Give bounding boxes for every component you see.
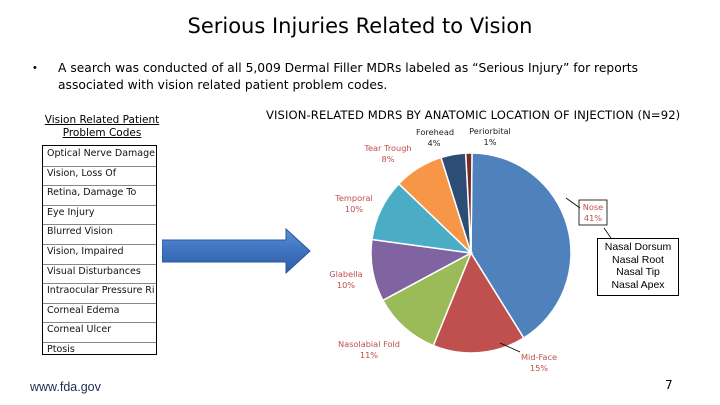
problem-code-item: Vision, Impaired <box>47 246 124 257</box>
leader-line <box>499 342 521 353</box>
problem-code-item: Retina, Damage To <box>47 187 137 199</box>
slice-label-name: Glabella <box>329 269 362 279</box>
callout-line: Nasal Root <box>612 253 664 266</box>
callout-line: Nasal Apex <box>611 278 665 291</box>
footer-url[interactable]: www.fda.gov <box>30 380 101 394</box>
problem-code-separator <box>43 263 156 265</box>
slice-label-value: 1% <box>484 137 497 147</box>
problem-code-separator <box>43 185 156 187</box>
pie-slice-nasolabial-fold <box>381 251 473 347</box>
slice-label-value: 15% <box>530 363 548 373</box>
problem-code-separator <box>43 302 156 304</box>
slice-label-value: 4% <box>428 138 441 148</box>
leader-line <box>565 197 581 209</box>
slice-label-name: Nose <box>583 202 603 212</box>
slice-label-value: 11% <box>360 350 378 360</box>
slice-label-name: Temporal <box>334 193 373 203</box>
pie-slice-mid-face <box>432 251 525 354</box>
slice-label-name: Mid-Face <box>521 352 557 362</box>
slice-label-name: Periorbital <box>469 126 511 136</box>
problem-code-item: Intraocular Pressure Rise <box>47 285 155 297</box>
pie-slice-nose <box>470 152 572 339</box>
bullet-text: A search was conducted of all 5,009 Derm… <box>58 61 639 92</box>
slice-label-value: 10% <box>337 280 355 290</box>
problem-codes-title: Vision Related Patient Problem Codes <box>44 114 160 139</box>
pie-slice-periorbital <box>464 152 473 254</box>
problem-code-separator <box>43 322 156 324</box>
slice-label-name: Forehead <box>416 127 454 137</box>
chart-title: VISION-RELATED MDRS BY ANATOMIC LOCATION… <box>266 108 681 122</box>
problem-codes-list: Optical Nerve Damage Vision, Loss Of Retin… <box>42 145 157 355</box>
nose-callout-box: Nasal Dorsum Nasal Root Nasal Tip Nasal Ape… <box>597 238 679 296</box>
slice-label-value: 41% <box>584 213 602 223</box>
problem-code-separator <box>43 342 156 343</box>
problem-code-item: Optical Nerve Damage <box>47 148 155 159</box>
problem-code-item: Corneal Ulcer <box>47 324 112 336</box>
problem-code-item: Blurred Vision <box>47 226 113 238</box>
leader-line <box>603 227 612 239</box>
slide-title: Serious Injuries Related to Vision <box>187 14 533 38</box>
problem-code-separator <box>43 283 156 285</box>
page-number: 7 <box>665 378 673 392</box>
problem-code-separator <box>43 165 156 167</box>
right-arrow-icon <box>162 228 311 274</box>
slice-label-value: 10% <box>345 204 363 214</box>
problem-code-separator <box>43 224 156 226</box>
problem-code-separator <box>43 204 156 206</box>
callout-line: Nasal Dorsum <box>604 241 672 253</box>
problem-code-item: Eye Injury <box>47 206 95 218</box>
problem-code-item: Vision, Loss Of <box>47 167 117 179</box>
callout-line: Nasal Tip <box>616 266 660 278</box>
problem-code-separator <box>43 244 156 245</box>
slice-label-name: Tear Trough <box>363 143 411 153</box>
slice-label-value: 8% <box>382 154 395 164</box>
problem-code-item: Visual Disturbances <box>47 265 141 277</box>
bullet-marker: • <box>33 62 37 74</box>
problem-code-item: Ptosis <box>47 344 75 355</box>
slice-label-name: Nasolabial Fold <box>338 339 400 349</box>
nose-label-box <box>578 199 608 226</box>
problem-code-item: Corneal Edema <box>47 304 120 316</box>
